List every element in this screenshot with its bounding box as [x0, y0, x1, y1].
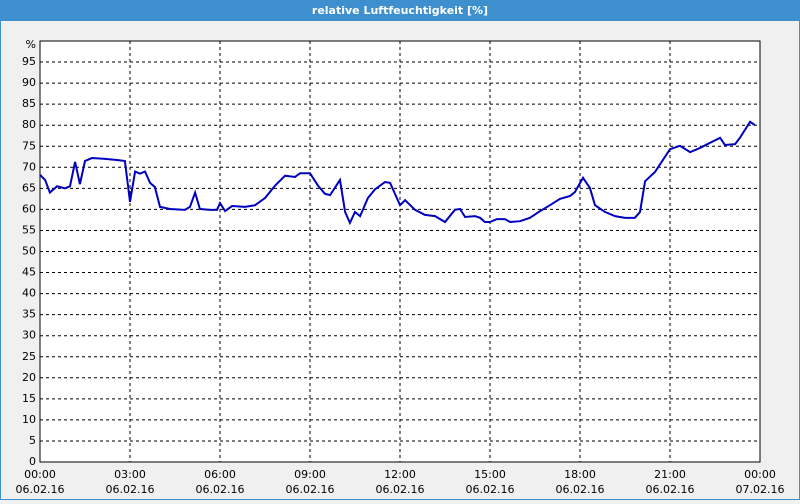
x-tick-label: 09:00 — [294, 468, 326, 481]
y-tick-label: 75 — [22, 139, 36, 152]
x-tick-date: 06.02.16 — [466, 483, 515, 496]
y-tick-label: 10 — [22, 413, 36, 426]
y-tick-label: 15 — [22, 392, 36, 405]
x-tick-label: 06:00 — [204, 468, 236, 481]
y-tick-label: 35 — [22, 308, 36, 321]
x-tick-label: 00:00 — [24, 468, 56, 481]
y-tick-label: 40 — [22, 287, 36, 300]
x-tick-date: 06.02.16 — [556, 483, 605, 496]
x-tick-date: 06.02.16 — [376, 483, 425, 496]
x-tick-label: 00:00 — [744, 468, 776, 481]
y-tick-label: 20 — [22, 371, 36, 384]
x-tick-label: 12:00 — [384, 468, 416, 481]
x-tick-date: 06.02.16 — [16, 483, 65, 496]
x-tick-date: 06.02.16 — [646, 483, 695, 496]
title-bar — [0, 0, 800, 21]
y-tick-label: 65 — [22, 181, 36, 194]
x-tick-label: 15:00 — [474, 468, 506, 481]
x-tick-date: 06.02.16 — [286, 483, 335, 496]
x-tick-label: 21:00 — [654, 468, 686, 481]
x-tick-date: 07.02.16 — [736, 483, 785, 496]
y-tick-label: 85 — [22, 97, 36, 110]
y-tick-label: 5 — [29, 434, 36, 447]
y-tick-label: 90 — [22, 76, 36, 89]
y-tick-label: 50 — [22, 245, 36, 258]
y-tick-label: 25 — [22, 350, 36, 363]
y-tick-label: 80 — [22, 118, 36, 131]
y-tick-label: 55 — [22, 223, 36, 236]
y-tick-label: 95 — [22, 55, 36, 68]
x-tick-label: 18:00 — [564, 468, 596, 481]
x-tick-date: 06.02.16 — [106, 483, 155, 496]
plot-border — [39, 40, 761, 463]
y-tick-label: 0 — [29, 455, 36, 468]
y-tick-label: 60 — [22, 202, 36, 215]
window-title: relative Luftfeuchtigkeit [%] — [312, 4, 488, 17]
data-line — [39, 120, 756, 226]
y-tick-label: 70 — [22, 160, 36, 173]
x-tick-date: 06.02.16 — [196, 483, 245, 496]
y-tick-label: 45 — [22, 266, 36, 279]
y-tick-label: 30 — [22, 329, 36, 342]
y-axis-label: % — [26, 38, 36, 51]
x-tick-label: 03:00 — [114, 468, 146, 481]
